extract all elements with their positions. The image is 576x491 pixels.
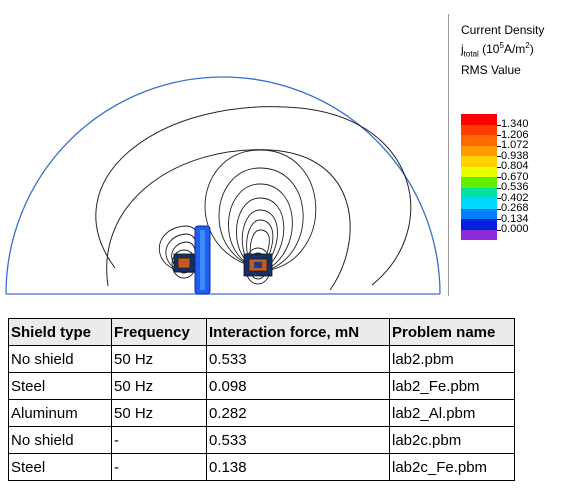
cell-force: 0.533 (206, 345, 390, 373)
table-row: Steel - 0.138 lab2c_Fe.pbm (8, 453, 515, 481)
legend-tick-label: 1.206 (501, 128, 529, 141)
cell-shield-type: Aluminum (8, 399, 112, 427)
cell-problem-name: lab2_Al.pbm (389, 399, 515, 427)
cell-force: 0.533 (206, 426, 390, 454)
legend-swatch (461, 208, 497, 219)
legend-tick-label: 0.804 (501, 160, 529, 172)
legend-tick-label: 0.402 (501, 191, 529, 204)
legend-swatch (461, 135, 497, 146)
legend-tick (497, 229, 501, 231)
cell-force: 0.138 (206, 453, 390, 481)
cell-frequency: 50 Hz (111, 372, 207, 400)
legend-tick (497, 198, 501, 199)
cell-shield-type: Steel (8, 453, 112, 481)
cell-problem-name: lab2_Fe.pbm (389, 372, 515, 400)
cell-frequency: 50 Hz (111, 345, 207, 373)
header-shield-type: Shield type (8, 318, 112, 346)
cell-frequency: - (111, 426, 207, 454)
legend-tick-label: 1.340 (501, 118, 529, 130)
legend-tick-label: 0.670 (501, 170, 529, 183)
header-frequency: Frequency (111, 318, 207, 346)
cell-problem-name: lab2.pbm (389, 345, 515, 373)
legend-tick (497, 135, 501, 136)
legend-tick (497, 166, 501, 168)
header-problem-name: Problem name (389, 318, 515, 346)
legend-title-line1: Current Density (461, 23, 545, 37)
cell-shield-type: No shield (8, 426, 112, 454)
cell-shield-type: Steel (8, 372, 112, 400)
legend-tick (497, 219, 501, 220)
legend-swatch (461, 166, 497, 177)
results-table: Shield type Frequency Interaction force,… (8, 318, 515, 481)
left-coil (173, 253, 195, 273)
legend-swatch (461, 198, 497, 209)
legend-tick-label: 0.134 (501, 212, 529, 225)
legend-swatch (461, 229, 497, 240)
boundary-arc (5, 76, 441, 295)
cell-problem-name: lab2c_Fe.pbm (389, 453, 515, 481)
legend-swatch (461, 156, 497, 167)
color-legend: Current Density jtotal (105A/m2) RMS Val… (448, 14, 569, 296)
field-plot (5, 76, 441, 295)
legend-title-line2: jtotal (105A/m2) (461, 41, 534, 59)
legend-tick (497, 187, 501, 189)
table-header-row: Shield type Frequency Interaction force,… (8, 318, 515, 346)
legend-tick-label: 0.000 (501, 223, 529, 235)
legend-tick-label: 0.268 (501, 202, 529, 214)
cell-frequency: - (111, 453, 207, 481)
field-line (95, 106, 412, 286)
table-row: No shield 50 Hz 0.533 lab2.pbm (8, 345, 515, 373)
legend-swatch (461, 124, 497, 135)
legend-title-line3: RMS Value (461, 63, 521, 78)
legend-tick (497, 208, 501, 210)
legend-tick-label: 1.072 (501, 139, 529, 151)
legend-tick (497, 124, 501, 126)
legend-tick-label: 0.536 (501, 181, 529, 193)
field-line (106, 149, 351, 291)
table-row: Steel 50 Hz 0.098 lab2_Fe.pbm (8, 372, 515, 400)
table-row: Aluminum 50 Hz 0.282 lab2_Al.pbm (8, 399, 515, 427)
legend-swatch (461, 114, 497, 125)
legend-swatch (461, 145, 497, 156)
right-coil (243, 253, 273, 277)
legend-swatch (461, 219, 497, 230)
legend-swatch (461, 177, 497, 188)
cell-problem-name: lab2c.pbm (389, 426, 515, 454)
cell-shield-type: No shield (8, 345, 112, 373)
legend-tick-label: 0.938 (501, 149, 529, 162)
legend-swatch (461, 187, 497, 198)
cell-frequency: 50 Hz (111, 399, 207, 427)
legend-tick (497, 177, 501, 178)
cell-force: 0.282 (206, 399, 390, 427)
legend-tick (497, 156, 501, 157)
legend-tick (497, 145, 501, 147)
header-interaction-force: Interaction force, mN (206, 318, 390, 346)
table-row: No shield - 0.533 lab2c.pbm (8, 426, 515, 454)
legend-title: Current Density jtotal (105A/m2) RMS Val… (461, 22, 544, 78)
cell-force: 0.098 (206, 372, 390, 400)
